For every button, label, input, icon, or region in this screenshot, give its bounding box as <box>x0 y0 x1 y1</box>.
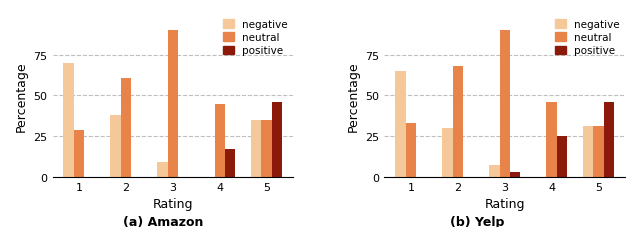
Bar <box>63 64 74 177</box>
Bar <box>510 172 520 177</box>
Legend: negative, neutral, positive: negative, neutral, positive <box>223 20 288 56</box>
Bar <box>262 120 272 177</box>
Bar <box>396 72 406 177</box>
Bar <box>547 102 557 177</box>
Y-axis label: Percentage: Percentage <box>15 61 28 131</box>
Bar <box>583 127 593 177</box>
Bar <box>406 123 416 177</box>
Bar <box>157 163 168 177</box>
Bar <box>214 104 225 177</box>
Bar <box>168 31 178 177</box>
Bar <box>489 166 500 177</box>
Text: (b) Yelp: (b) Yelp <box>450 215 504 227</box>
Bar <box>272 102 282 177</box>
Bar <box>110 116 121 177</box>
Bar <box>593 127 604 177</box>
Text: (a) Amazon: (a) Amazon <box>123 215 204 227</box>
Legend: negative, neutral, positive: negative, neutral, positive <box>556 20 620 56</box>
X-axis label: Rating: Rating <box>484 197 525 210</box>
X-axis label: Rating: Rating <box>152 197 193 210</box>
Bar <box>442 128 452 177</box>
Y-axis label: Percentage: Percentage <box>347 61 360 131</box>
Bar <box>121 78 131 177</box>
Bar <box>604 102 614 177</box>
Bar <box>557 136 567 177</box>
Bar <box>225 150 236 177</box>
Bar <box>251 120 262 177</box>
Bar <box>452 67 463 177</box>
Bar <box>500 31 510 177</box>
Bar <box>74 130 84 177</box>
